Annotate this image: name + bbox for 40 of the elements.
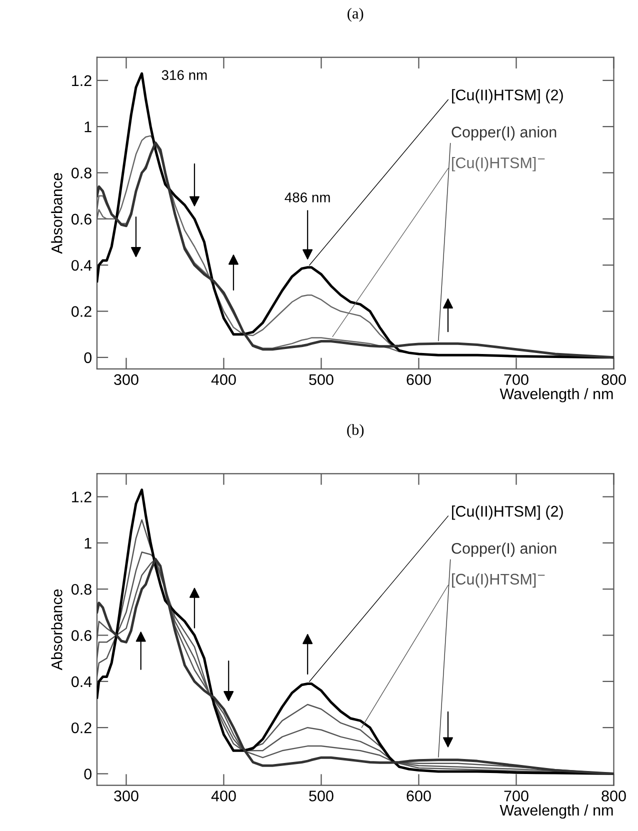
x-tick-label: 700 xyxy=(504,374,528,386)
x-tick-label: 500 xyxy=(309,790,334,802)
annotation: 486 nm xyxy=(284,192,330,202)
y-axis-title: Absorbance xyxy=(51,589,62,670)
x-tick-label: 600 xyxy=(406,374,431,386)
y-tick-label: 0.8 xyxy=(71,168,92,178)
text: Copper(I) anion xyxy=(452,126,556,140)
y-tick-label: 0.4 xyxy=(71,260,92,271)
y-tick-label: 0 xyxy=(84,768,92,780)
x-tick-label: 700 xyxy=(504,790,528,802)
y-tick-label: 1 xyxy=(84,538,92,548)
x-tick-label: 600 xyxy=(406,790,431,802)
x-tick-label: 500 xyxy=(309,374,334,386)
x-tick-label: 300 xyxy=(114,374,138,386)
y-tick-label: 1.2 xyxy=(72,492,92,502)
y-tick-label: 1 xyxy=(84,122,92,132)
x-tick-label: 300 xyxy=(114,790,138,802)
y-tick-label: 0.6 xyxy=(71,214,92,225)
y-axis-title: Absorbance xyxy=(51,173,62,254)
y-tick-label: 0.2 xyxy=(71,722,92,734)
text: [Cu(I)HTSM]$^{−}$ xyxy=(452,573,545,588)
y-tick-label: 0.6 xyxy=(71,630,92,641)
annotation: 316 nm xyxy=(162,70,207,80)
chart-title: (a) xyxy=(348,8,364,22)
text: [Cu(I)HTSM]$^{−}$ xyxy=(452,157,545,172)
chart-title: (b) xyxy=(347,424,364,438)
text: Copper(I) anion xyxy=(452,542,556,557)
text: [Cu(II)HTSM] (2) xyxy=(452,89,563,104)
y-tick-label: 0 xyxy=(84,352,92,364)
y-tick-label: 0.8 xyxy=(71,584,92,595)
text: [Cu(II)HTSM] (2) xyxy=(452,506,563,520)
x-tick-label: 800 xyxy=(602,790,626,802)
x-axis-title: Wavelength / nm xyxy=(500,388,613,402)
y-tick-label: 0.4 xyxy=(71,676,92,688)
y-tick-label: 1.2 xyxy=(72,75,92,86)
y-tick-label: 0.2 xyxy=(71,306,92,317)
x-axis-title: Wavelength / nm xyxy=(500,804,613,819)
x-tick-label: 400 xyxy=(211,790,236,802)
x-tick-label: 400 xyxy=(211,374,236,386)
x-tick-label: 800 xyxy=(602,374,626,386)
